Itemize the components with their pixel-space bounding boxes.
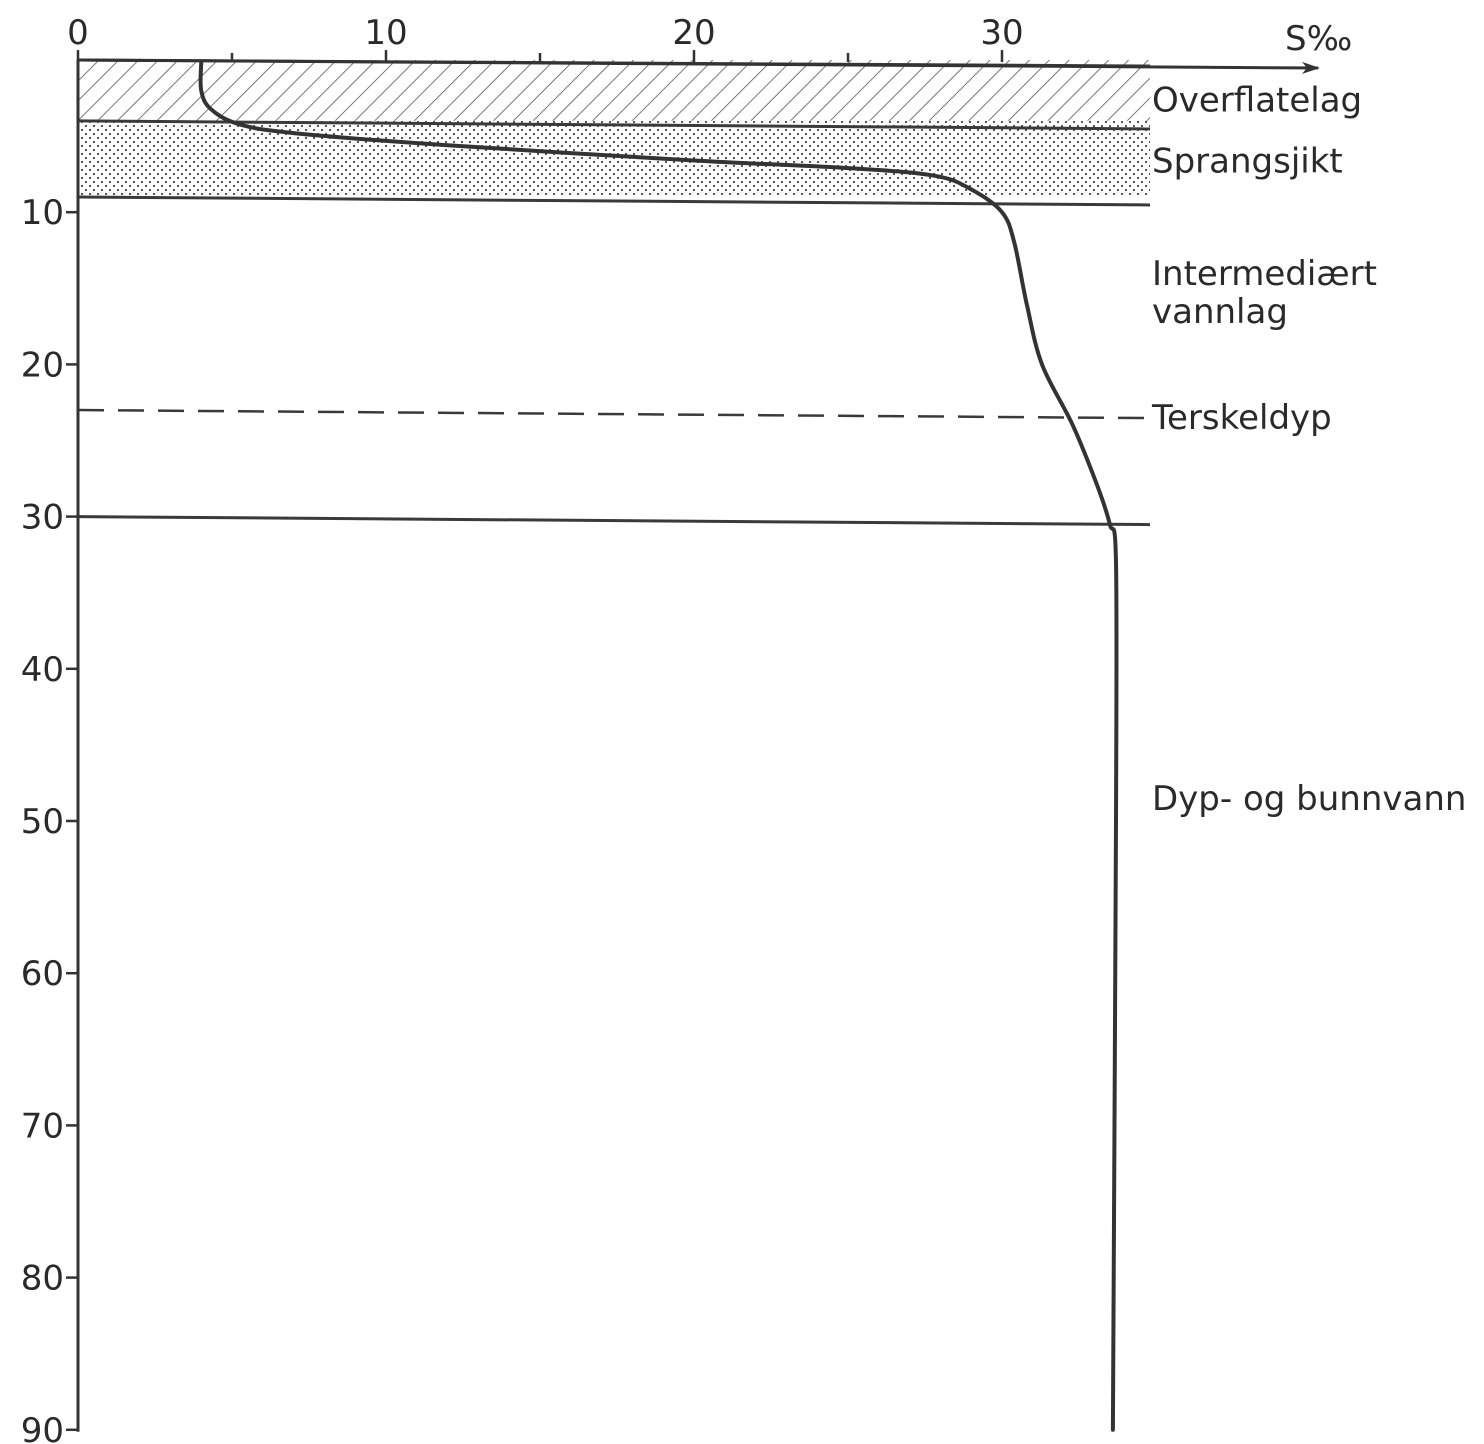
y-tick-label-4: 50 bbox=[21, 802, 64, 842]
y-tick-label-5: 60 bbox=[21, 954, 64, 994]
x-axis-line bbox=[77, 58, 1320, 74]
x-tick-label-1: 10 bbox=[364, 13, 407, 53]
layer-boundary-line-3 bbox=[77, 515, 1151, 527]
series-group bbox=[198, 61, 1119, 1432]
layer-label-line: Sprangsjikt bbox=[1152, 141, 1343, 181]
y-tick-label-7: 80 bbox=[21, 1259, 64, 1299]
y-tick-label-6: 70 bbox=[21, 1106, 64, 1146]
layer-label-0: Overflatelag bbox=[1152, 81, 1362, 121]
layer-label-3: Dyp- og bunnvann bbox=[1152, 779, 1466, 819]
layer-band-1 bbox=[78, 120, 1150, 197]
threshold-label: Terskeldyp bbox=[1151, 398, 1332, 438]
y-tick-label-1: 20 bbox=[21, 345, 64, 385]
x-tick-label-2: 20 bbox=[672, 13, 715, 53]
layer-label-line: Dyp- og bunnvann bbox=[1152, 779, 1466, 819]
layer-label-line: vannlag bbox=[1152, 292, 1288, 332]
layer-bands bbox=[77, 58, 1151, 527]
y-tick-label-2: 30 bbox=[21, 498, 64, 538]
layer-label-1: Sprangsjikt bbox=[1152, 141, 1343, 181]
x-axis-title: S‰ bbox=[1285, 19, 1352, 59]
threshold-line bbox=[77, 408, 1145, 420]
layer-band-0 bbox=[78, 60, 1150, 121]
layer-label-line: Overflatelag bbox=[1152, 81, 1362, 121]
axes bbox=[66, 50, 1320, 1432]
layer-label-2: Intermediært vannlag bbox=[1152, 254, 1377, 332]
labels-group: 0 10 20 30 S‰ 10 20 30 40 50 60 70 80 90 Overflatelag S… bbox=[21, 13, 1467, 1444]
y-tick-label-3: 40 bbox=[21, 650, 64, 690]
layer-label-line: Intermediært bbox=[1152, 254, 1377, 294]
x-tick-label-3: 30 bbox=[980, 13, 1023, 53]
y-tick-label-0: 10 bbox=[21, 193, 64, 233]
x-tick-label-0: 0 bbox=[67, 13, 89, 53]
y-tick-label-8: 90 bbox=[21, 1411, 64, 1444]
layer-boundary-line-1 bbox=[77, 119, 1151, 131]
salinity-profile-line bbox=[198, 61, 1119, 1432]
layer-boundary-line-2 bbox=[77, 195, 1151, 207]
